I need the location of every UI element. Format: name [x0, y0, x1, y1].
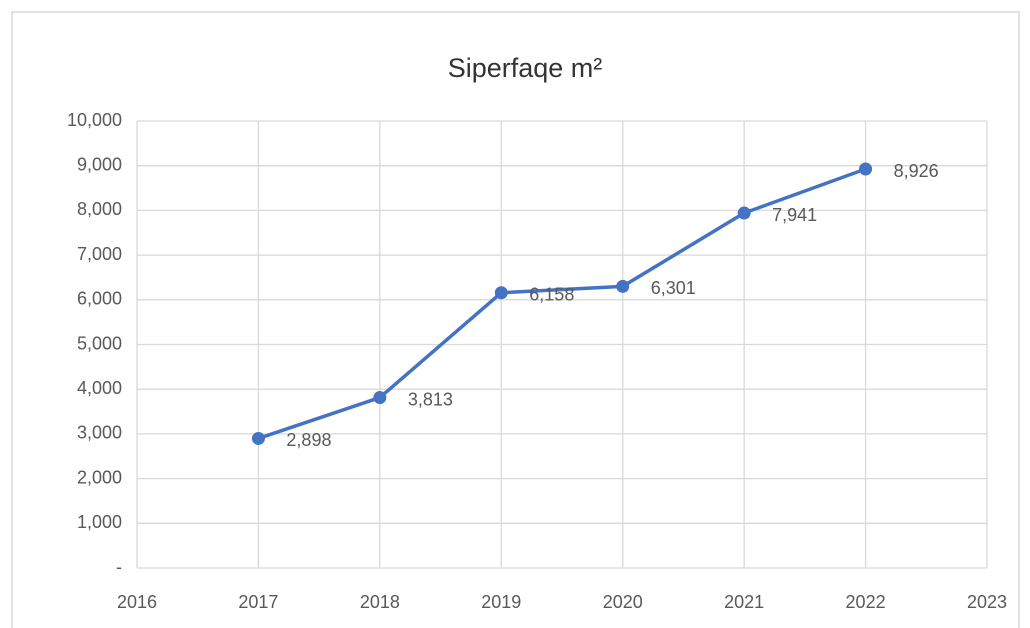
data-point — [616, 279, 630, 293]
x-tick-label: 2020 — [603, 592, 643, 612]
data-point — [859, 162, 873, 176]
data-point — [737, 206, 751, 220]
data-point — [251, 431, 265, 445]
data-label: 8,926 — [894, 161, 939, 181]
y-tick-label: 7,000 — [77, 244, 122, 264]
data-label: 7,941 — [772, 205, 817, 225]
y-tick-label: 10,000 — [67, 110, 122, 130]
chart-border — [11, 11, 1020, 628]
data-label: 3,813 — [408, 389, 453, 409]
y-tick-label: - — [116, 557, 122, 577]
x-tick-label: 2017 — [238, 592, 278, 612]
data-point — [494, 286, 508, 300]
data-point — [373, 391, 387, 405]
y-tick-label: 4,000 — [77, 378, 122, 398]
y-tick-label: 1,000 — [77, 512, 122, 532]
data-label: 6,301 — [651, 278, 696, 298]
x-tick-label: 2023 — [967, 592, 1007, 612]
y-tick-label: 3,000 — [77, 423, 122, 443]
y-tick-label: 6,000 — [77, 289, 122, 309]
y-tick-label: 2,000 — [77, 467, 122, 487]
x-tick-label: 2019 — [481, 592, 521, 612]
x-tick-label: 2018 — [360, 592, 400, 612]
x-tick-label: 2022 — [846, 592, 886, 612]
data-label: 6,158 — [529, 284, 574, 304]
y-tick-label: 9,000 — [77, 154, 122, 174]
x-tick-label: 2021 — [724, 592, 764, 612]
x-tick-label: 2016 — [117, 592, 157, 612]
y-tick-label: 5,000 — [77, 333, 122, 353]
chart-title: Siperfaqe m² — [448, 53, 603, 83]
y-tick-label: 8,000 — [77, 199, 122, 219]
series-line — [257, 167, 867, 441]
data-label: 2,898 — [286, 430, 331, 450]
